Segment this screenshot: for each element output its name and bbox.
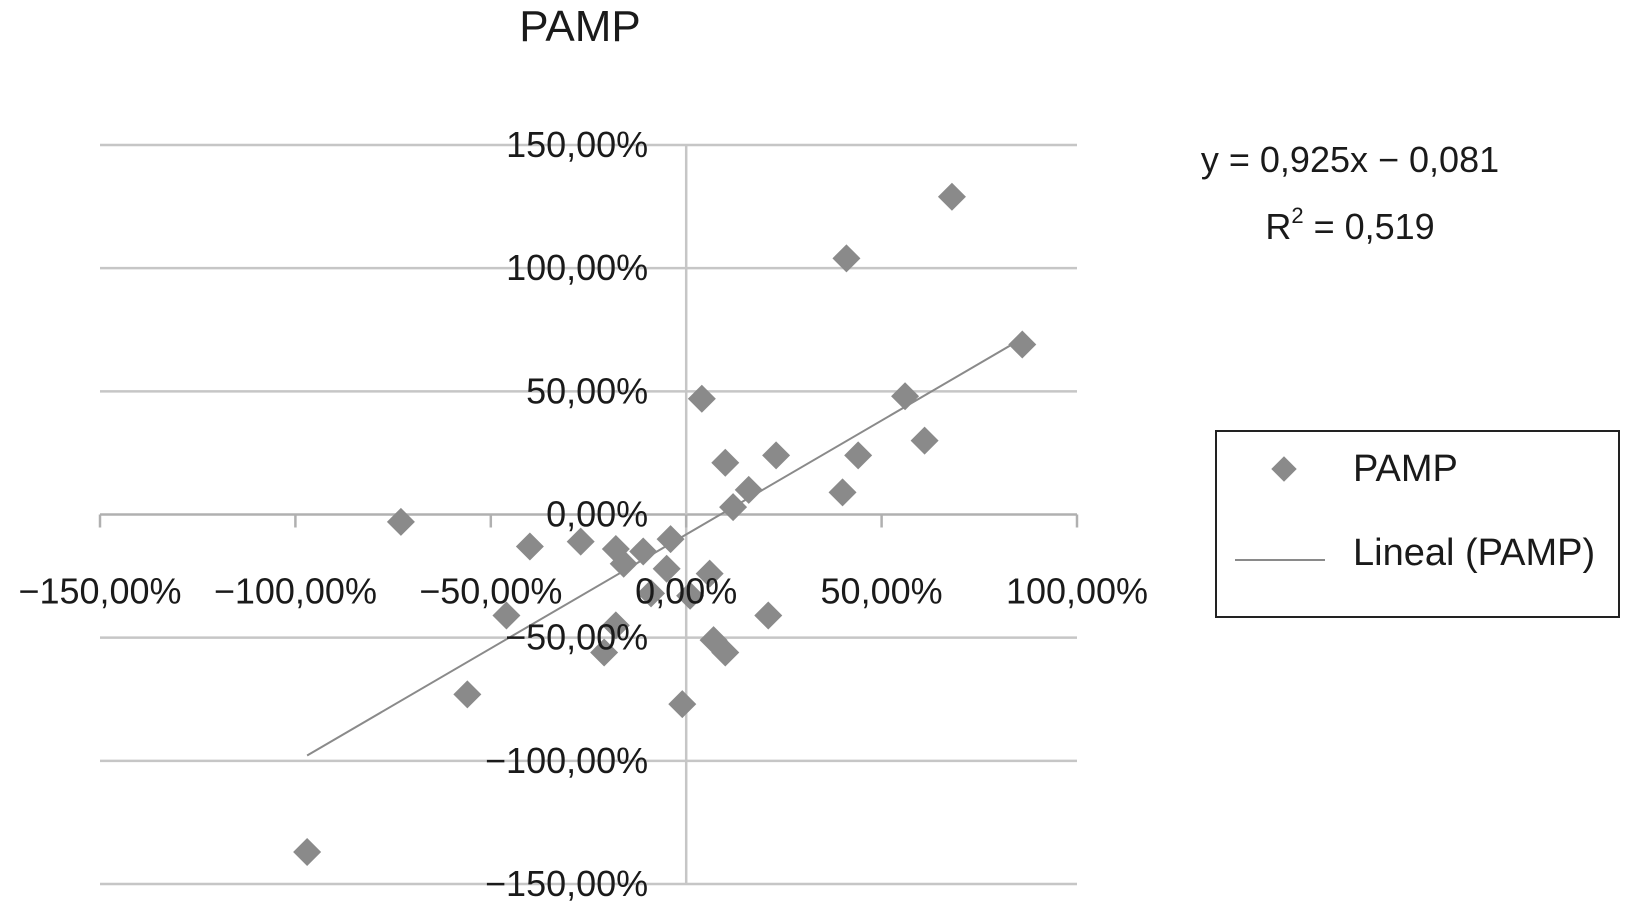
data-point <box>601 611 630 640</box>
data-point <box>629 537 658 566</box>
data-point <box>754 601 783 630</box>
x-tick-labels: −150,00% −100,00% −50,00% 0,00% 50,00% 100,00… <box>18 571 1148 612</box>
x-tick-label: −150,00% <box>18 571 181 612</box>
r-squared-line: R2 = 0,519 <box>1170 188 1530 255</box>
y-tick-label: −150,00% <box>485 863 648 904</box>
x-tick-label: 0,00% <box>635 571 737 612</box>
data-point <box>652 554 681 583</box>
diamond-marker-icon <box>1271 456 1297 482</box>
y-tick-labels: 150,00% 100,00% 50,00% 0,00% −50,00% −100,00%… <box>485 124 648 904</box>
y-tick-label: 50,00% <box>526 370 648 411</box>
data-point <box>891 382 920 411</box>
data-point <box>719 493 748 522</box>
x-tick-label: −100,00% <box>214 571 377 612</box>
r-squared-base: R <box>1265 206 1292 247</box>
data-point <box>609 549 638 578</box>
axes <box>98 145 1079 884</box>
legend-item-trendline: Lineal (PAMP) <box>1217 530 1618 590</box>
data-point <box>637 579 666 608</box>
legend-label: Lineal (PAMP) <box>1353 532 1596 574</box>
x-tick-label: −50,00% <box>419 571 562 612</box>
data-point <box>386 507 415 536</box>
data-point <box>828 478 857 507</box>
y-tick-label: −100,00% <box>485 740 648 781</box>
data-point <box>515 532 544 561</box>
y-tick-label: −50,00% <box>505 617 648 658</box>
legend-label: PAMP <box>1353 448 1458 490</box>
x-tick-label: 50,00% <box>821 571 943 612</box>
line-marker-icon <box>1235 559 1325 561</box>
data-point <box>668 690 697 719</box>
x-tick-label: 100,00% <box>1006 571 1148 612</box>
equation-line: y = 0,925x − 0,081 <box>1200 139 1500 180</box>
data-point <box>590 638 619 667</box>
data-point <box>1008 330 1037 359</box>
data-point <box>453 680 482 709</box>
data-point <box>844 441 873 470</box>
legend-item-pamp: PAMP <box>1217 446 1618 506</box>
data-point <box>937 182 966 211</box>
y-tick-label: 0,00% <box>546 494 648 535</box>
data-points <box>293 182 1037 866</box>
data-point <box>566 527 595 556</box>
y-tick-label: 150,00% <box>506 124 648 165</box>
data-point <box>695 559 724 588</box>
data-point <box>734 475 763 504</box>
data-point <box>762 441 791 470</box>
r-squared-exponent: 2 <box>1291 203 1304 228</box>
data-point <box>711 448 740 477</box>
data-point <box>711 638 740 667</box>
data-point <box>492 601 521 630</box>
r-squared-value: = 0,519 <box>1303 206 1435 247</box>
data-point <box>656 525 685 554</box>
data-point <box>832 244 861 273</box>
y-tick-label: 100,00% <box>506 247 648 288</box>
data-point <box>293 837 322 866</box>
data-point <box>910 426 939 455</box>
data-point <box>676 581 705 610</box>
chart-title: PAMP <box>519 2 641 51</box>
data-point <box>687 384 716 413</box>
gridlines <box>100 143 1077 886</box>
trendline-equation: y = 0,925x − 0,081 R2 = 0,519 <box>1170 132 1530 255</box>
legend: PAMP Lineal (PAMP) <box>1215 430 1620 618</box>
